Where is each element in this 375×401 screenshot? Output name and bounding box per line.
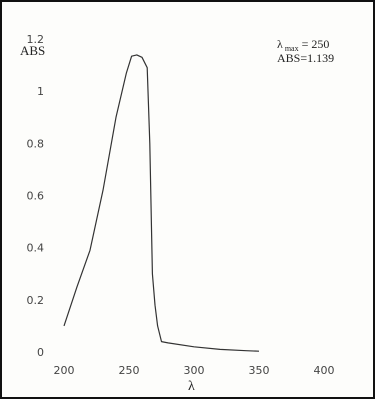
x-tick-label: 300 [184, 364, 205, 377]
y-tick-label: 0.2 [27, 294, 45, 307]
lambda-max-value: = 250 [302, 37, 330, 51]
x-tick-label: 250 [119, 364, 140, 377]
absorbance-curve [63, 54, 260, 352]
y-tick-label: 0.6 [27, 190, 45, 203]
y-axis-label: ABS [20, 43, 45, 58]
y-tick-label: 1 [37, 85, 44, 98]
y-tick-label: 1.2 [27, 33, 45, 46]
x-tick-label: 350 [249, 364, 270, 377]
lambda-symbol: λ [277, 37, 283, 51]
y-tick-label: 0 [37, 346, 44, 359]
lambda-max-subscript: max [285, 44, 299, 53]
x-tick-label: 400 [314, 364, 335, 377]
lambda-max-annotation: λ max = 250 ABS=1.139 [277, 37, 334, 65]
x-axis-label: λ [188, 379, 195, 394]
y-tick-label: 0.4 [27, 242, 45, 255]
y-tick-label: 0.8 [27, 137, 45, 150]
abs-max-value: ABS=1.139 [277, 51, 334, 65]
x-tick-label: 200 [54, 364, 75, 377]
